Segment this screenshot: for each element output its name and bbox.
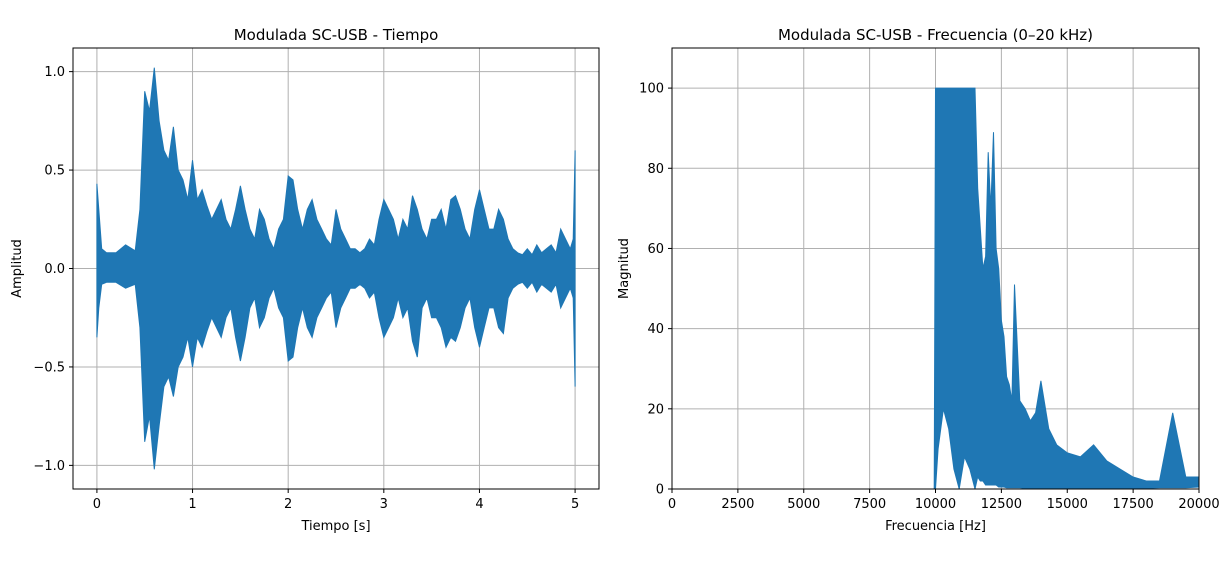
- frequency-x-axis-label: Frecuencia [Hz]: [885, 519, 986, 534]
- frequency-x-tick-label: 2500: [721, 497, 754, 512]
- frequency-y-tick-label: 20: [647, 402, 664, 417]
- frequency-y-tick-label: 80: [647, 162, 664, 177]
- frequency-x-tick-label: 5000: [787, 497, 820, 512]
- time-y-tick-label: 1.0: [44, 65, 65, 80]
- time-signal-envelope: [96, 67, 576, 470]
- time-x-tick-label: 2: [284, 497, 292, 512]
- time-x-axis-label: Tiempo [s]: [300, 519, 370, 534]
- frequency-y-tick-label: 60: [647, 242, 664, 257]
- frequency-x-tick-label: 10000: [915, 497, 956, 512]
- frequency-domain-plot: Modulada SC-USB - Frecuencia (0–20 kHz) …: [617, 26, 1220, 534]
- frequency-x-tick-label: 20000: [1178, 497, 1219, 512]
- time-y-tick-label: −1.0: [33, 459, 65, 474]
- time-x-tick-label: 5: [571, 497, 579, 512]
- frequency-y-axis-label: Magnitud: [617, 238, 632, 299]
- frequency-spectrum-envelope: [672, 87, 1200, 490]
- frequency-y-tick-label: 100: [639, 82, 664, 97]
- time-x-tick-label: 0: [93, 497, 101, 512]
- time-plot-title: Modulada SC-USB - Tiempo: [234, 26, 439, 44]
- frequency-y-tick-label: 40: [647, 322, 664, 337]
- frequency-x-tick-label: 12500: [981, 497, 1022, 512]
- time-domain-plot: Modulada SC-USB - Tiempo 0 1 2 3 4 5 −1.0 −0.5 0…: [10, 26, 600, 534]
- frequency-x-tick-label: 15000: [1047, 497, 1088, 512]
- time-x-tick-label: 1: [188, 497, 196, 512]
- time-y-tick-label: 0.0: [44, 262, 65, 277]
- frequency-x-tick-label: 7500: [853, 497, 886, 512]
- frequency-plot-title: Modulada SC-USB - Frecuencia (0–20 kHz): [778, 26, 1093, 44]
- frequency-x-tick-label: 17500: [1112, 497, 1153, 512]
- time-x-tick-label: 3: [380, 497, 388, 512]
- frequency-y-tick-label: 0: [656, 483, 664, 498]
- time-x-tick-label: 4: [475, 497, 483, 512]
- time-y-axis-label: Amplitud: [10, 239, 25, 298]
- time-y-tick-label: 0.5: [44, 164, 65, 179]
- time-y-tick-label: −0.5: [33, 360, 65, 375]
- frequency-x-tick-label: 0: [668, 497, 676, 512]
